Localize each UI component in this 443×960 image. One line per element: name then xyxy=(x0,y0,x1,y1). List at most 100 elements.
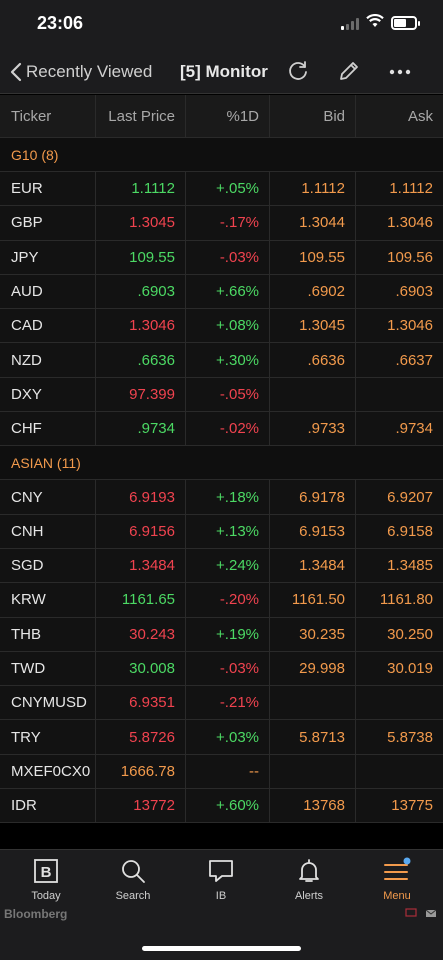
table-row[interactable]: SGD 1.3484 +.24% 1.3484 1.3485 xyxy=(0,548,443,584)
ask-cell: 30.019 xyxy=(387,660,433,677)
table-row[interactable]: GBP 1.3045 -.17% 1.3044 1.3046 xyxy=(0,206,443,241)
ticker-cell: CAD xyxy=(0,309,96,343)
last-price-cell: 1161.65 xyxy=(96,583,186,617)
tab-menu-label: Menu xyxy=(383,890,411,902)
screen-share-icon xyxy=(405,908,417,917)
ticker-cell: KRW xyxy=(0,583,96,617)
pct-change-cell: +.24% xyxy=(186,548,270,583)
pct-change-cell: +.03% xyxy=(186,720,270,754)
ticker-cell: CHF xyxy=(0,412,96,446)
group-header[interactable]: G10 (8) xyxy=(0,138,443,172)
table-row[interactable]: CNH 6.9156 +.13% 6.9153 6.9158 xyxy=(0,514,443,549)
ticker-cell: CNH xyxy=(0,514,96,548)
ticker-cell: TWD xyxy=(0,651,96,686)
tab-search[interactable]: Search xyxy=(89,856,177,906)
table-row[interactable]: THB 30.243 +.19% 30.235 30.250 xyxy=(0,617,443,652)
ask-cell xyxy=(356,755,443,788)
last-price-cell: 97.399 xyxy=(96,377,186,412)
ticker-cell: JPY xyxy=(0,240,96,274)
table-row[interactable]: NZD .6636 +.30% .6636.6637 xyxy=(0,343,443,378)
bid-cell: 6.9153 xyxy=(270,514,356,548)
bloomberg-logo: Bloomberg xyxy=(4,907,68,921)
chevron-left-icon xyxy=(10,62,22,82)
table-row[interactable]: CHF .9734 -.02% .9733.9734 xyxy=(0,412,443,447)
edit-pencil-icon[interactable] xyxy=(337,59,361,83)
ask-cell: 1.1112 xyxy=(389,180,433,198)
ask-cell xyxy=(356,378,443,411)
table-row[interactable]: JPY 109.55 -.03% 109.55 109.56 xyxy=(0,240,443,275)
last-price-cell: 6.9193 xyxy=(96,480,186,514)
pct-change-cell: -.02% xyxy=(186,412,270,446)
tab-search-label: Search xyxy=(115,890,151,902)
search-icon xyxy=(122,860,145,883)
column-header-bid[interactable]: Bid xyxy=(270,95,356,137)
ask-cell: 109.56 xyxy=(387,248,433,266)
table-row[interactable]: CAD 1.3046 +.08% 1.3045 1.3046 xyxy=(0,309,443,344)
table-row[interactable]: EUR 1.1112 +.05% 1.1112 1.1112 xyxy=(0,172,443,207)
ask-cell: 6.9207 xyxy=(387,488,433,506)
tab-today[interactable]: B Today xyxy=(2,856,90,906)
status-bar: 23:06 xyxy=(0,0,443,50)
mail-icon xyxy=(425,909,437,917)
table-row[interactable]: TWD 30.008 -.03% 29.998 30.019 xyxy=(0,651,443,687)
ticker-cell: AUD xyxy=(0,274,96,309)
tab-ib-label: IB xyxy=(215,890,227,902)
more-icon[interactable] xyxy=(388,62,412,82)
column-header-pct-1d[interactable]: %1D xyxy=(186,95,270,137)
table-row[interactable]: CNY 6.9193 +.18% 6.9178 6.9207 xyxy=(0,480,443,515)
table-row[interactable]: DXY 97.399 -.05% xyxy=(0,377,443,413)
ask-cell: 1161.80 xyxy=(379,591,433,609)
table-row[interactable]: MXEF0CX0 1666.78 -- xyxy=(0,754,443,790)
ticker-cell: GBP xyxy=(0,206,96,240)
table-row[interactable]: TRY 5.8726 +.03% 5.8713 5.8738 xyxy=(0,720,443,755)
table-row[interactable]: KRW 1161.65 -.20% 1161.50 1161.80 xyxy=(0,583,443,618)
home-indicator[interactable] xyxy=(142,946,301,951)
pct-change-cell: -- xyxy=(186,754,270,789)
last-price-cell: 30.008 xyxy=(96,651,186,686)
menu-icon xyxy=(384,857,411,880)
group-header[interactable]: ASIAN (11) xyxy=(0,446,443,481)
last-price-cell: 1.1112 xyxy=(96,172,186,206)
ticker-cell: IDR xyxy=(0,789,96,823)
last-price-cell: 1.3045 xyxy=(96,206,186,240)
column-header-last-price[interactable]: Last Price xyxy=(96,95,186,137)
bloomberg-b-icon: B xyxy=(34,859,58,883)
bid-cell: .9733 xyxy=(270,412,356,446)
bid-cell: 1161.50 xyxy=(270,583,356,617)
tab-menu[interactable]: Menu xyxy=(353,856,441,906)
ask-cell: 30.250 xyxy=(387,625,433,643)
wifi-icon xyxy=(366,14,384,27)
tab-alerts[interactable]: Alerts xyxy=(265,856,353,906)
table-row[interactable]: IDR 13772 +.60% 13768 13775 xyxy=(0,789,443,824)
chat-icon xyxy=(209,860,233,882)
pct-change-cell: -.21% xyxy=(186,686,270,720)
ticker-cell: CNY xyxy=(0,480,96,514)
pct-change-cell: -.03% xyxy=(186,651,270,686)
last-price-cell: 6.9156 xyxy=(96,514,186,548)
ask-cell: .9734 xyxy=(395,420,433,438)
last-price-cell: .6903 xyxy=(96,274,186,309)
table-row[interactable]: AUD .6903 +.66% .6902.6903 xyxy=(0,274,443,310)
pct-change-cell: +.19% xyxy=(186,617,270,651)
bid-cell: 5.8713 xyxy=(270,720,356,754)
pct-change-cell: +.05% xyxy=(186,172,270,206)
bid-cell: 1.3484 xyxy=(270,548,356,583)
bid-cell: .6636 xyxy=(270,343,356,377)
back-button[interactable]: Recently Viewed xyxy=(10,60,152,84)
ask-cell: 1.3046 xyxy=(387,317,433,335)
refresh-icon[interactable] xyxy=(286,59,310,83)
last-price-cell: 1666.78 xyxy=(96,754,186,789)
table-body: G10 (8) EUR 1.1112 +.05% 1.1112 1.1112 GBP 1.30… xyxy=(0,138,443,824)
column-header-ask[interactable]: Ask xyxy=(407,107,433,125)
bid-cell: 1.3045 xyxy=(270,309,356,343)
tab-ib[interactable]: IB xyxy=(177,856,265,906)
page-title: [5] Monitor xyxy=(180,62,268,81)
pct-change-cell: -.05% xyxy=(186,377,270,412)
column-header-ticker[interactable]: Ticker xyxy=(0,95,96,137)
status-icons xyxy=(405,908,437,918)
bid-cell: 30.235 xyxy=(270,617,356,651)
ticker-cell: NZD xyxy=(0,343,96,377)
last-price-cell: 30.243 xyxy=(96,617,186,651)
pct-change-cell: -.03% xyxy=(186,240,270,274)
table-row[interactable]: CNYMUSD 6.9351 -.21% xyxy=(0,686,443,721)
